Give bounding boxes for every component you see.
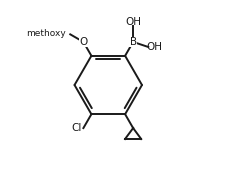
Text: Cl: Cl	[71, 123, 82, 133]
Text: methoxy: methoxy	[26, 29, 66, 38]
Text: OH: OH	[125, 17, 141, 27]
Text: OH: OH	[146, 42, 162, 52]
Text: O: O	[79, 37, 87, 47]
Text: B: B	[129, 37, 136, 47]
